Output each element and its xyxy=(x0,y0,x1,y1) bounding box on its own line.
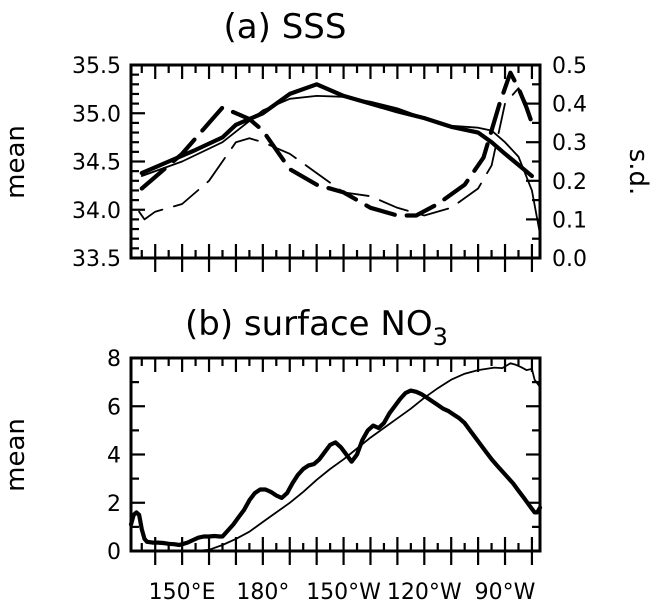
panel-a-left-tick-label: 34.0 xyxy=(72,199,121,224)
panel-a-left-tick-label: 35.5 xyxy=(72,54,121,79)
panel-a-left-axis-label: mean xyxy=(1,125,31,199)
panel-b-series-thick-solid-left xyxy=(128,388,543,548)
panel-a-right-tick-label: 0.5 xyxy=(552,54,587,79)
panel-b-x-tick-label: 150°W xyxy=(306,580,381,605)
panel-a-right-tick-label: 0.3 xyxy=(552,131,587,156)
panel-a-right-axis-label: s.d. xyxy=(623,149,651,196)
panel-a-right-tick-label: 0.4 xyxy=(552,93,587,118)
panel-a-title: (a) SSS xyxy=(224,7,347,47)
panel-b-x-tick-label: 180° xyxy=(236,580,289,605)
panel-b-x-tick-label: 150°E xyxy=(149,580,216,605)
panel-b-left-axis-label: mean xyxy=(1,418,31,492)
panel-b-series-thin-solid-left xyxy=(194,362,541,552)
panel-b-left-tick-label: 4 xyxy=(107,444,121,469)
panel-a-sss: (a) SSS mean s.d. 33.5 34.0 34.5 35.0 35.5 0… xyxy=(1,7,651,272)
panel-b-title-subscript: 3 xyxy=(433,323,448,351)
panel-a-plot-frame xyxy=(129,63,542,260)
panel-b-left-tick-label: 8 xyxy=(107,347,121,372)
panel-a-right-tick-label: 0.1 xyxy=(552,208,587,233)
panel-a-left-tick-label: 34.5 xyxy=(72,151,121,176)
panel-b-title: (b) surface NO3 xyxy=(185,304,448,351)
panel-a-left-tick-label: 35.0 xyxy=(72,102,121,127)
panel-a-right-tick-label: 0.2 xyxy=(552,170,587,195)
panel-a-left-tick-label: 33.5 xyxy=(72,247,121,272)
panel-b-left-tick-label: 2 xyxy=(107,492,121,517)
panel-b-surface-no3: (b) surface NO3 mean 0 2 4 6 8 150°E 180° 150°… xyxy=(1,304,543,605)
panel-b-x-tick-label: 90°W xyxy=(475,580,536,605)
panel-a-series-thick-dash-right xyxy=(139,70,535,218)
panel-b-x-tick-label: 120°W xyxy=(387,580,462,605)
panel-a-right-tick-label: 0.0 xyxy=(552,247,587,272)
panel-b-plot-frame xyxy=(129,356,542,553)
panel-b-title-main: (b) surface NO xyxy=(185,304,433,344)
panel-b-left-tick-label: 0 xyxy=(107,540,121,565)
panel-b-left-tick-label: 6 xyxy=(107,395,121,420)
panel-a-series-thin-dash-right xyxy=(138,87,541,221)
